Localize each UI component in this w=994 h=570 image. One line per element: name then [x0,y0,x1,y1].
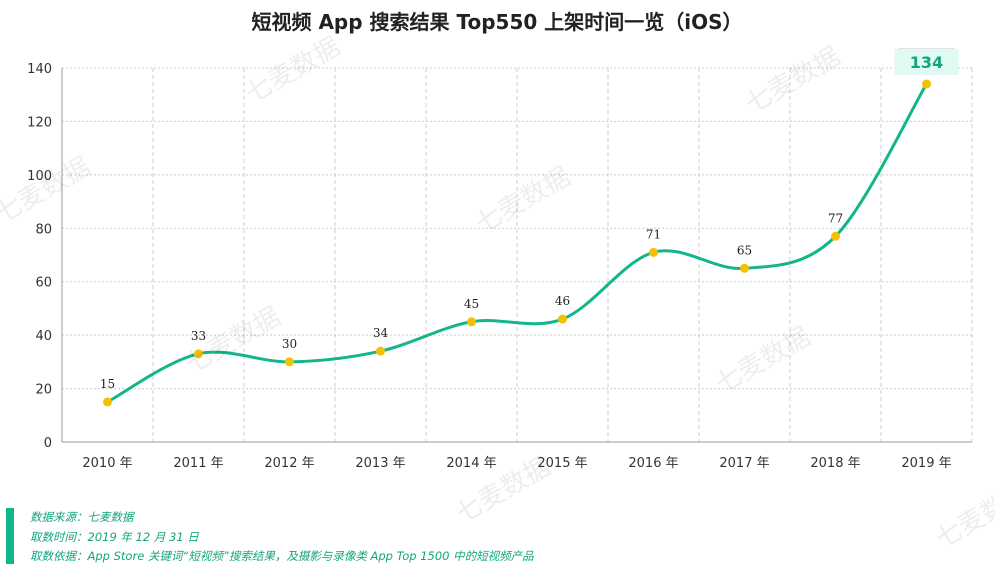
data-label: 34 [373,326,389,340]
data-label-box [894,49,959,76]
x-tick-label: 2014 年 [446,456,496,471]
series-line [106,83,928,404]
data-label: 45 [464,297,479,311]
y-tick-label: 120 [27,115,52,130]
data-label: 33 [191,329,206,343]
data-point [740,263,749,273]
chart-title: 短视频 App 搜索结果 Top550 上架时间一览（iOS） [251,10,743,34]
footer-basis: 取数依据：App Store 关键词“短视频”搜索结果，及摄影与录像类 App … [30,549,534,563]
x-tick-label: 2010 年 [82,456,132,471]
data-point [103,397,112,407]
y-tick-label: 0 [44,436,52,451]
x-tick-label: 2015 年 [537,456,587,471]
data-point [285,357,294,367]
data-point [558,314,567,324]
data-point [649,247,658,257]
y-tick-label: 80 [35,222,52,237]
line-chart: 0 20 40 60 80 100 120 140 2010 年 2011 年 2012 年 2013… [27,48,973,471]
y-tick-label: 20 [35,383,52,398]
footer-accent-bar [6,508,14,564]
data-label: 46 [555,294,570,308]
x-tick-label: 2018 年 [810,456,860,471]
x-tick-label: 2019 年 [901,456,951,471]
y-tick-label: 100 [27,169,52,184]
data-label: 71 [646,227,661,241]
data-point [194,349,203,359]
data-label: 30 [282,337,297,351]
data-point [831,231,840,241]
data-label: 134 [910,53,943,72]
x-tick-label: 2012 年 [264,456,314,471]
data-label: 65 [737,243,752,257]
x-tick-label: 2017 年 [719,456,769,471]
data-label: 77 [828,211,843,225]
y-tick-label: 140 [27,62,52,77]
data-point [922,79,931,89]
x-tick-label: 2011 年 [173,456,223,471]
footer-date: 取数时间：2019 年 12 月 31 日 [30,530,199,544]
x-tick-label: 2016 年 [628,456,678,471]
x-tick-label: 2013 年 [355,456,405,471]
footer-source: 数据来源：七麦数据 [30,510,134,524]
y-tick-label: 60 [35,276,52,291]
data-point [376,346,385,356]
data-label: 15 [100,377,115,391]
y-tick-label: 40 [35,329,52,344]
data-point [467,317,476,327]
